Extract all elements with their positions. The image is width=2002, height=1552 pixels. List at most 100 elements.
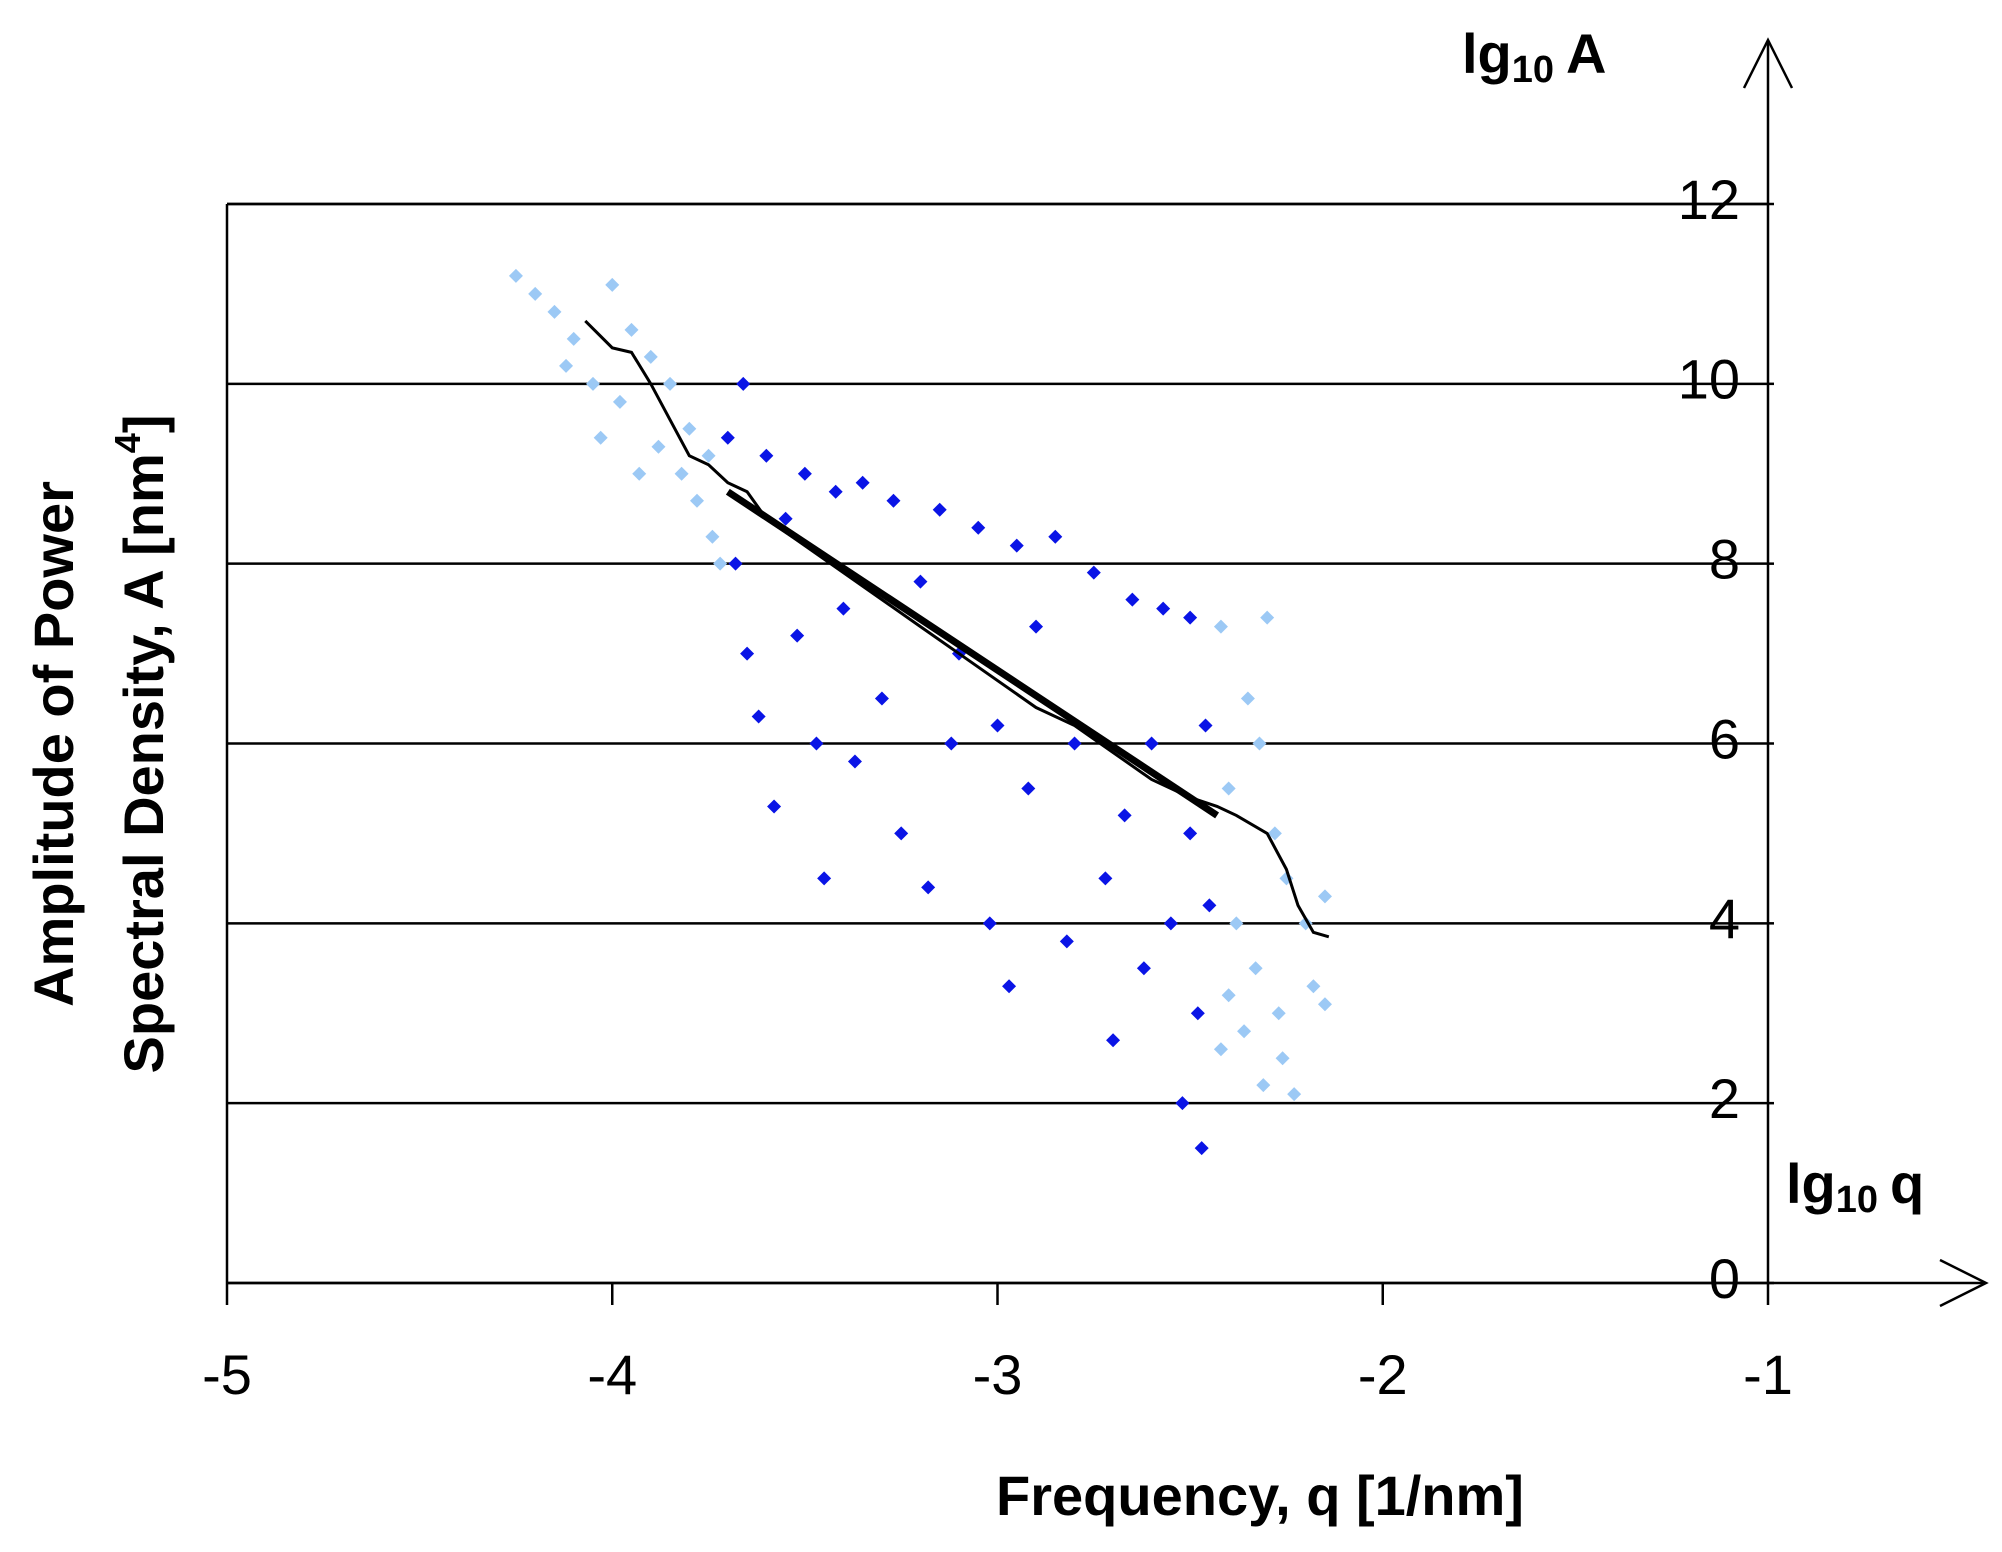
point	[1271, 1006, 1286, 1021]
point	[651, 439, 666, 454]
x-axis-title: Frequency, q [1/nm]	[996, 1464, 1524, 1527]
point	[566, 331, 581, 346]
x-tick-label: -3	[973, 1343, 1023, 1406]
point	[713, 556, 728, 571]
point	[767, 799, 782, 814]
x-tick-label: -2	[1358, 1343, 1408, 1406]
point	[674, 466, 689, 481]
y-arrow	[1742, 37, 1794, 89]
point	[809, 736, 824, 751]
point	[643, 349, 658, 364]
y-arrow-label: lg10 A	[1462, 22, 1607, 91]
y-axis-title-line: Spectral Density, A [nm4]	[107, 415, 175, 1074]
point	[1229, 916, 1244, 931]
point	[1306, 979, 1321, 994]
point	[1125, 592, 1140, 607]
point	[690, 493, 705, 508]
y-tick-label: 0	[1709, 1247, 1740, 1310]
label-var: q	[1890, 1152, 1924, 1215]
point	[705, 529, 720, 544]
y-axis-title-line: Amplitude of Power	[22, 481, 85, 1007]
point	[559, 358, 574, 373]
point	[528, 286, 543, 301]
y-tick-label: 6	[1709, 707, 1740, 770]
point	[1175, 1096, 1190, 1111]
x-tick-label: -5	[202, 1343, 252, 1406]
x-arrow	[1939, 1258, 1989, 1308]
point	[1252, 736, 1267, 751]
label-sub: 10	[1836, 1179, 1878, 1221]
point	[593, 430, 608, 445]
point	[990, 718, 1005, 733]
point	[682, 421, 697, 436]
point	[508, 268, 523, 283]
point	[971, 520, 986, 535]
point	[1136, 961, 1151, 976]
point	[1156, 601, 1171, 616]
x-tick-label: -1	[1743, 1343, 1793, 1406]
point	[728, 556, 743, 571]
point	[1183, 610, 1198, 625]
point	[944, 736, 959, 751]
point	[1221, 781, 1236, 796]
point	[874, 691, 889, 706]
point	[797, 466, 812, 481]
point	[632, 466, 647, 481]
point	[701, 448, 716, 463]
title-tail: ]	[112, 415, 175, 434]
point	[1144, 736, 1159, 751]
y-tick-label: 12	[1678, 168, 1740, 231]
point	[847, 754, 862, 769]
point	[982, 916, 997, 931]
point	[1213, 1042, 1228, 1057]
point	[1198, 718, 1213, 733]
label-var: A	[1566, 22, 1606, 85]
x-arrow-label: lg10 q	[1786, 1152, 1924, 1221]
point	[855, 475, 870, 490]
label-base: lg	[1786, 1152, 1836, 1215]
y-tick-label: 2	[1709, 1067, 1740, 1130]
point	[1240, 691, 1255, 706]
point	[1317, 889, 1332, 904]
point	[1260, 610, 1275, 625]
point	[817, 871, 832, 886]
point	[1237, 1024, 1252, 1039]
title-sup: 4	[107, 433, 148, 453]
y-tick-label: 10	[1678, 348, 1740, 411]
point	[1202, 898, 1217, 913]
point	[1106, 1033, 1121, 1048]
point	[1048, 529, 1063, 544]
point	[1098, 871, 1113, 886]
point	[921, 880, 936, 895]
point	[1021, 781, 1036, 796]
point	[1086, 565, 1101, 580]
y-tick-label: 8	[1709, 527, 1740, 590]
point	[1267, 826, 1282, 841]
point	[1002, 979, 1017, 994]
point	[1117, 808, 1132, 823]
point	[663, 376, 678, 391]
point	[759, 448, 774, 463]
point	[751, 709, 766, 724]
x-tick-label: -4	[587, 1343, 637, 1406]
point	[547, 304, 562, 319]
point	[1183, 826, 1198, 841]
point	[1190, 1006, 1205, 1021]
point	[1256, 1078, 1271, 1093]
point	[1194, 1141, 1209, 1156]
point	[828, 484, 843, 499]
point	[1287, 1087, 1302, 1102]
y-tick-label: 4	[1709, 887, 1740, 950]
point	[836, 601, 851, 616]
point	[1059, 934, 1074, 949]
line	[725, 488, 1220, 819]
point	[790, 628, 805, 643]
point	[894, 826, 909, 841]
point	[1067, 736, 1082, 751]
point	[585, 376, 600, 391]
point	[1163, 916, 1178, 931]
point	[605, 277, 620, 292]
point	[1275, 1051, 1290, 1066]
label-sub: 10	[1512, 49, 1554, 91]
